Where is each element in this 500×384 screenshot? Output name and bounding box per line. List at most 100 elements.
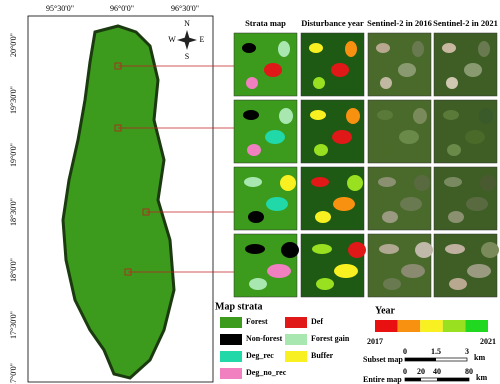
- image-panel: [433, 32, 498, 97]
- scale-bar-fill: [405, 358, 436, 361]
- latitude-label: 20°0'0": [9, 33, 18, 57]
- image-panel: [433, 99, 498, 164]
- legend-label: Forest gain: [311, 334, 350, 343]
- panel-patch: [443, 110, 459, 120]
- panel-patch: [480, 175, 496, 191]
- image-panel: [233, 166, 298, 231]
- panel-patch: [333, 197, 355, 211]
- longitude-label: 95°30'0": [46, 4, 74, 13]
- image-panel: [367, 32, 432, 97]
- panel-patch: [447, 144, 461, 156]
- longitude-label: 96°30'0": [171, 4, 199, 13]
- scale-tick-label: 0: [403, 347, 407, 356]
- panel-patch: [380, 77, 392, 89]
- legend-title: Map strata: [215, 301, 263, 312]
- legend-swatch: [220, 351, 242, 362]
- panel-patch: [379, 244, 399, 254]
- legend-swatch: [285, 317, 307, 328]
- panel-patch: [414, 175, 430, 191]
- latitude-label: 18°0'0": [9, 258, 18, 282]
- image-panel: [233, 99, 298, 164]
- panel-patch: [314, 144, 328, 156]
- latitude-label: 17°0'0": [9, 363, 18, 384]
- image-panel: [233, 32, 298, 97]
- panel-patch: [278, 41, 290, 57]
- panel-patch: [266, 197, 288, 211]
- panel-patch: [383, 278, 401, 290]
- column-header: Sentinel-2 in 2021: [433, 18, 498, 28]
- panel-patch: [280, 175, 296, 191]
- panel-patch: [449, 278, 467, 290]
- scale-tick-label: 80: [465, 367, 473, 376]
- legend-label: Def: [311, 317, 323, 326]
- scale-unit: km: [474, 353, 485, 362]
- compass-s: S: [185, 52, 189, 61]
- panel-patch: [401, 264, 425, 278]
- panel-patch: [281, 242, 299, 258]
- panel-patch: [246, 77, 258, 89]
- panel-patch: [381, 144, 395, 156]
- panel-patch: [247, 144, 261, 156]
- panel-patch: [249, 278, 267, 290]
- panel-patch: [415, 242, 433, 258]
- panel-patch: [398, 63, 416, 77]
- legend-swatch: [220, 317, 242, 328]
- panel-patch: [376, 43, 390, 53]
- image-panel: [367, 99, 432, 164]
- legend-label: Buffer: [311, 351, 334, 360]
- panel-patch: [264, 63, 282, 77]
- image-panel: [300, 99, 365, 164]
- panel-patch: [313, 77, 325, 89]
- year-end: 2021: [480, 337, 496, 346]
- panel-patch: [466, 197, 488, 211]
- scale-tick-label: 3: [465, 347, 469, 356]
- image-panel: [300, 166, 365, 231]
- image-panel: [367, 233, 433, 298]
- panel-patch: [267, 264, 291, 278]
- panel-patch: [377, 110, 393, 120]
- panel-patch: [243, 110, 259, 120]
- legend-swatch: [220, 368, 242, 379]
- panel-patch: [446, 77, 458, 89]
- panel-patch: [400, 197, 422, 211]
- legend-swatch: [220, 334, 242, 345]
- latitude-label: 19°0'0": [9, 143, 18, 167]
- scale-unit: km: [476, 373, 487, 382]
- panel-patch: [242, 43, 256, 53]
- legend-label: Non-forest: [246, 334, 283, 343]
- panel-patch: [413, 108, 427, 124]
- panel-patch: [399, 130, 419, 144]
- scale-tick-label: 40: [433, 367, 441, 376]
- image-panel: [433, 166, 498, 231]
- panel-patch: [378, 177, 396, 187]
- panel-patch: [334, 264, 358, 278]
- panel-patch: [315, 211, 331, 223]
- panel-patch: [311, 177, 329, 187]
- year-start: 2017: [367, 337, 383, 346]
- panel-patch: [309, 43, 323, 53]
- legend-swatch: [285, 351, 307, 362]
- legend-label: Deg_rec: [246, 351, 274, 360]
- image-panel: [233, 233, 299, 298]
- year-color: [465, 320, 488, 332]
- image-panel: [300, 32, 365, 97]
- compass-w: W: [168, 35, 176, 44]
- scale-bar-label: Subset map: [363, 355, 403, 364]
- panel-background: [367, 32, 432, 97]
- panel-patch: [448, 211, 464, 223]
- column-header: Disturbance year: [301, 18, 364, 28]
- column-header: Strata map: [245, 18, 286, 28]
- panel-background: [433, 32, 498, 97]
- latitude-label: 17°30'0": [9, 311, 18, 339]
- panel-patch: [479, 108, 493, 124]
- panel-patch: [265, 130, 285, 144]
- compass-e: E: [200, 35, 205, 44]
- panel-patch: [345, 41, 357, 57]
- latitude-label: 18°30'0": [9, 198, 18, 226]
- legend-swatch: [285, 334, 307, 345]
- panel-background: [233, 32, 298, 97]
- latitude-label: 19°30'0": [9, 86, 18, 114]
- panel-patch: [464, 63, 482, 77]
- compass-n: N: [184, 19, 190, 28]
- panel-patch: [346, 108, 360, 124]
